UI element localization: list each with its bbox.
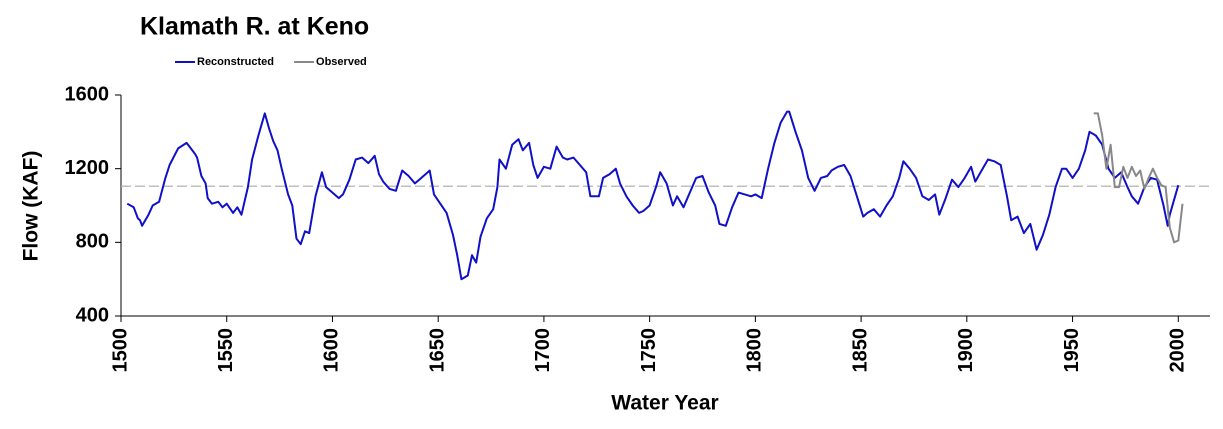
legend-label: Reconstructed	[197, 56, 274, 68]
x-tick-label: 1750	[638, 328, 660, 373]
x-tick-label: 1850	[849, 328, 871, 373]
x-tick-label: 1500	[109, 328, 131, 373]
x-tick-label: 1550	[215, 328, 237, 373]
y-tick-label: 800	[76, 231, 109, 253]
chart-title: Klamath R. at Keno	[140, 13, 369, 41]
x-tick-label: 1950	[1061, 328, 1083, 373]
x-tick-label: 2000	[1167, 328, 1189, 373]
x-axis-label: Water Year	[611, 392, 718, 415]
series-line	[1093, 112, 1184, 244]
legend-label: Observed	[316, 56, 367, 68]
series-line	[126, 110, 1180, 281]
x-tick-label: 1800	[744, 328, 766, 373]
y-axis-label: Flow (KAF)	[20, 151, 43, 262]
y-tick-label: 1600	[65, 83, 110, 105]
x-tick-label: 1900	[955, 328, 977, 373]
y-tick-label: 400	[76, 304, 109, 326]
x-tick-label: 1600	[321, 328, 343, 373]
x-tick-label: 1650	[426, 328, 448, 373]
y-tick-label: 1200	[65, 157, 110, 179]
x-tick-label: 1700	[532, 328, 554, 373]
